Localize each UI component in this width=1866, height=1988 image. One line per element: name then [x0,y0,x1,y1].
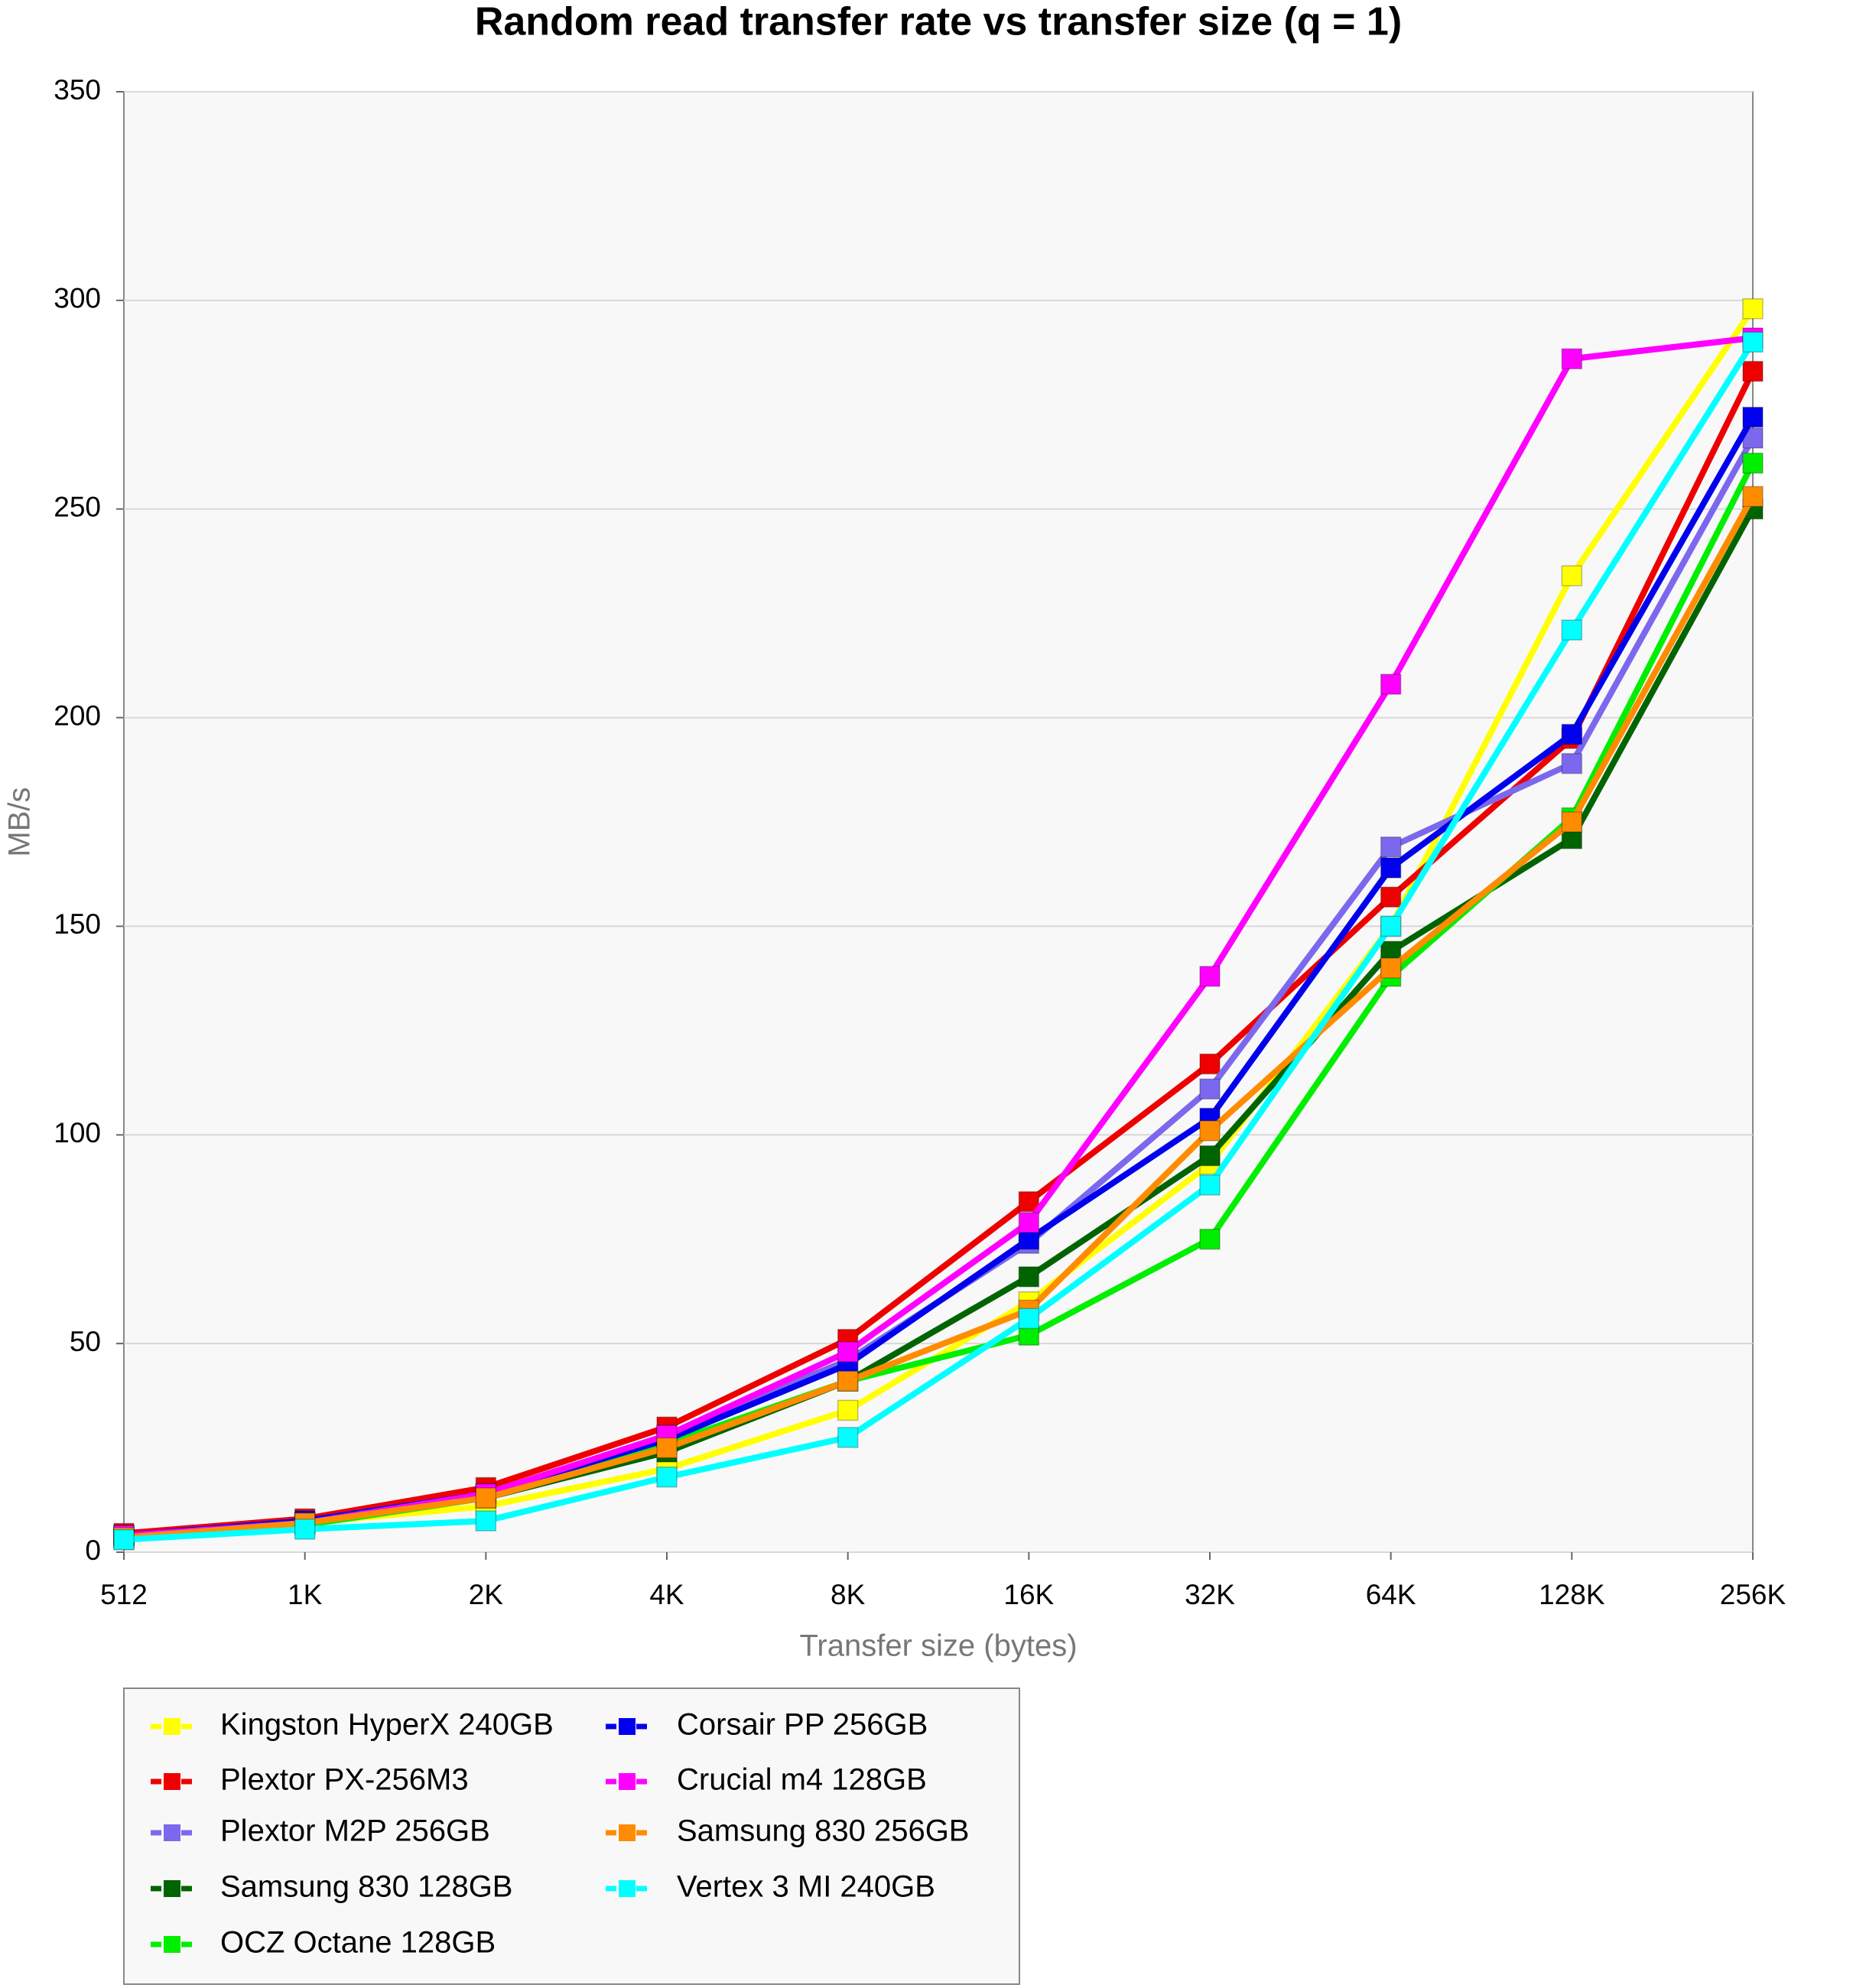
point-marker [1742,331,1764,353]
point-marker [294,1519,316,1540]
point-marker [1380,886,1402,908]
point-marker [475,1487,497,1509]
point-marker [1742,452,1764,474]
point-marker [113,1528,135,1551]
y-axis-label: MB/s [3,787,37,856]
point-marker [837,1427,859,1448]
point-marker [1199,1078,1221,1100]
legend [123,1688,1020,1985]
legend-marker [619,1773,636,1790]
y-tick-label: 150 [54,908,101,940]
point-marker [1380,674,1402,695]
y-tick-label: 100 [54,1117,101,1148]
y-tick-label: 200 [54,700,101,731]
point-marker [1199,1053,1221,1075]
y-tick-label: 0 [85,1535,101,1566]
legend-label: Vertex 3 MI 240GB [677,1870,935,1904]
legend-marker [164,1773,180,1790]
chart-title: Random read transfer rate vs transfer si… [475,0,1402,44]
point-marker [1561,619,1583,641]
point-marker [1199,966,1221,987]
point-marker [1742,298,1764,320]
point-marker [1380,857,1402,879]
y-tick-label: 300 [54,283,101,314]
point-marker [1742,406,1764,428]
x-tick-label: 8K [831,1579,866,1610]
legend-marker [619,1718,636,1735]
point-marker [1018,1191,1040,1213]
series-line [123,495,1756,1541]
x-tick-label: 32K [1185,1579,1235,1610]
x-axis-label: Transfer size (bytes) [799,1629,1077,1663]
legend-label: Kingston HyperX 240GB [220,1708,554,1742]
series-line [123,369,1756,1537]
point-marker [1561,811,1583,833]
point-marker [1561,723,1583,746]
legend-label: Samsung 830 128GB [220,1870,512,1904]
point-marker [1561,828,1583,849]
point-marker [656,1437,678,1459]
point-marker [1742,486,1764,508]
point-marker [1742,360,1764,382]
legend-label: Crucial m4 128GB [677,1763,927,1797]
series-line [123,340,1756,1543]
x-tick-label: 16K [1003,1579,1054,1610]
legend-label: Plextor PX-256M3 [220,1763,469,1797]
legend-marker [164,1880,180,1897]
legend-marker [164,1718,180,1735]
legend-label: OCZ Octane 128GB [220,1926,496,1960]
point-marker [1018,1266,1040,1288]
x-tick-label: 2K [469,1579,504,1610]
point-marker [1199,1120,1221,1142]
point-marker [475,1510,497,1532]
x-tick-label: 128K [1539,1579,1605,1610]
point-marker [1561,565,1583,586]
y-tick-label: 350 [54,74,101,106]
point-marker [1380,836,1402,858]
point-marker [1199,1174,1221,1196]
legend-marker [619,1824,636,1841]
legend-label: Samsung 830 256GB [677,1814,969,1848]
plot-area [123,91,1754,1553]
y-tick-label: 250 [54,491,101,522]
x-tick-label: 64K [1366,1579,1416,1610]
point-marker [837,1370,859,1392]
y-tick-label: 50 [70,1326,101,1357]
point-marker [1018,1307,1040,1330]
point-marker [1561,348,1583,370]
point-marker [1561,752,1583,775]
point-marker [1199,1228,1221,1250]
x-tick-label: 4K [649,1579,684,1610]
point-marker [1380,940,1402,962]
legend-label: Corsair PP 256GB [677,1708,928,1742]
x-tick-label: 512 [100,1579,148,1610]
point-marker [1380,957,1402,979]
point-marker [656,1467,678,1488]
x-tick-label: 1K [288,1579,323,1610]
point-marker [837,1399,859,1421]
legend-marker [619,1880,636,1897]
legend-marker [164,1824,180,1841]
legend-marker [164,1936,180,1953]
point-marker [1018,1212,1040,1233]
x-tick-label: 256K [1720,1579,1786,1610]
legend-label: Plextor M2P 256GB [220,1814,490,1848]
point-marker [1199,1145,1221,1167]
point-marker [1380,915,1402,937]
point-marker [837,1341,859,1363]
